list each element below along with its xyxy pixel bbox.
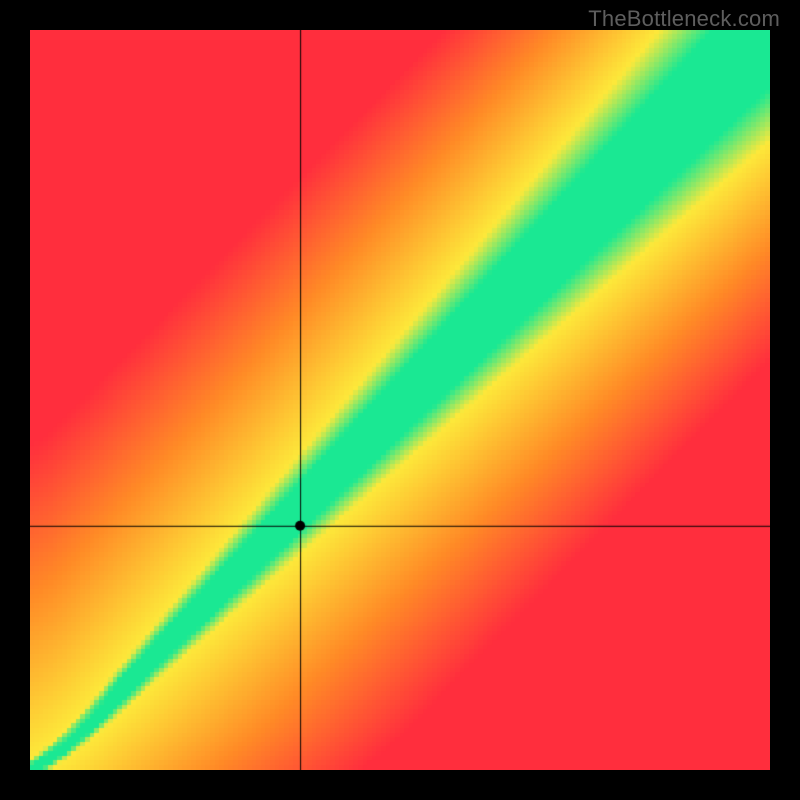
heatmap-plot bbox=[30, 30, 770, 770]
watermark-text: TheBottleneck.com bbox=[588, 6, 780, 32]
heatmap-canvas bbox=[30, 30, 770, 770]
